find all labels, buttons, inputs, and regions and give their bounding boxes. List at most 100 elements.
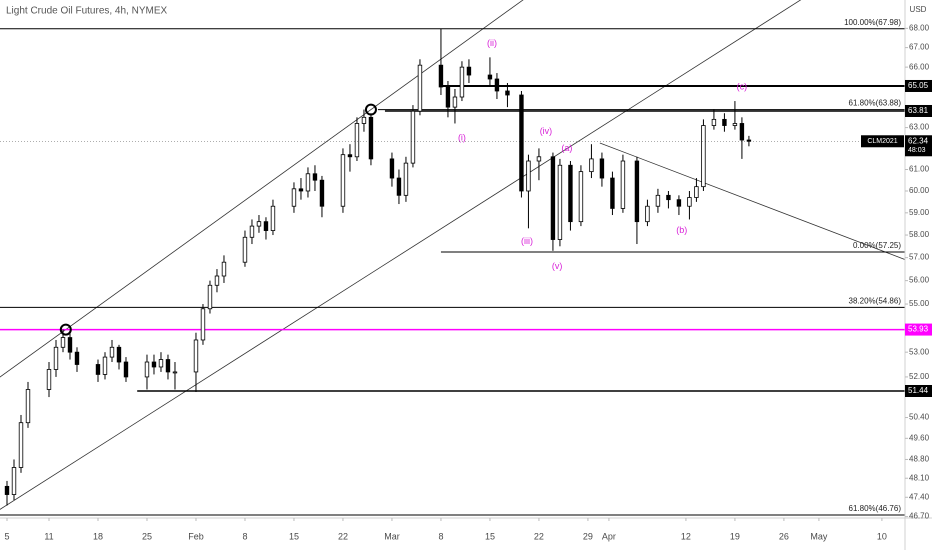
last-price-tag xyxy=(905,135,932,157)
x-tick-label: 15 xyxy=(485,531,495,541)
candle-body xyxy=(102,356,108,375)
price-tag xyxy=(905,384,932,397)
y-tick-label: 48.10 xyxy=(909,473,930,482)
candle-body xyxy=(666,194,671,201)
countdown-label: 48:03 xyxy=(908,147,926,154)
y-tick-label: 56.00 xyxy=(909,276,930,285)
candle-body xyxy=(494,78,500,92)
candle-body xyxy=(109,346,115,358)
candle-body xyxy=(417,64,423,112)
candle-body xyxy=(645,205,650,223)
candle-body xyxy=(655,194,661,207)
candle-body xyxy=(550,156,556,240)
candle-body xyxy=(95,364,101,375)
candle-body xyxy=(526,160,531,192)
candle-body xyxy=(200,308,206,341)
trendline xyxy=(599,142,905,260)
trendline xyxy=(0,0,524,378)
y-tick-label: 48.80 xyxy=(909,455,930,464)
candle-body xyxy=(487,74,493,80)
candle-body xyxy=(144,361,150,378)
y-tick-label: 57.00 xyxy=(909,253,930,262)
candle-body xyxy=(459,66,465,98)
candle-body xyxy=(158,359,164,368)
candle-body xyxy=(298,188,304,192)
candle-body xyxy=(722,118,727,126)
y-tick-label: 61.00 xyxy=(909,165,930,174)
x-tick-label: 11 xyxy=(44,531,53,541)
candle-body xyxy=(746,139,752,142)
x-tick-label: 26 xyxy=(779,531,789,541)
price-tag xyxy=(905,104,932,117)
candle-body xyxy=(165,359,171,373)
wave-label: (iv) xyxy=(540,126,553,136)
candle-body xyxy=(354,123,360,158)
candle-body xyxy=(610,177,615,209)
candle-body xyxy=(347,154,353,158)
price-tag-label: 51.44 xyxy=(908,386,929,395)
y-tick-label: 55.00 xyxy=(909,299,930,308)
level-label: 38.20%(54.86) xyxy=(849,296,902,305)
candle-body xyxy=(4,485,10,495)
x-tick-label: 25 xyxy=(142,531,152,541)
candle-body xyxy=(11,467,17,495)
candle-body xyxy=(620,160,626,209)
wave-label: (v) xyxy=(552,261,563,271)
y-tick-label: 60.00 xyxy=(909,186,930,195)
candle-body xyxy=(340,154,346,207)
candle-body xyxy=(452,96,458,108)
x-tick-label: 10 xyxy=(877,531,887,541)
wave-label: (ii) xyxy=(487,38,497,48)
candle-body xyxy=(214,275,220,286)
level-label: 61.80%(46.76) xyxy=(849,504,902,513)
y-tick-label: 52.00 xyxy=(909,372,930,381)
y-tick-label: 63.00 xyxy=(909,123,930,132)
trendline xyxy=(0,0,802,510)
symbol-tag-label: CLM2021 xyxy=(867,138,897,145)
candle-body xyxy=(711,118,717,126)
candle-body xyxy=(368,116,374,160)
candle-body xyxy=(221,261,227,277)
y-tick-label: 46.70 xyxy=(909,512,930,521)
x-tick-label: 22 xyxy=(534,531,544,541)
y-tick-label: 66.00 xyxy=(909,62,930,71)
x-tick-label: Feb xyxy=(188,531,204,541)
x-tick-label: 29 xyxy=(583,531,593,541)
candle-body xyxy=(694,186,699,198)
candle-body xyxy=(676,199,682,207)
candle-body xyxy=(18,422,24,468)
y-tick-label: 50.40 xyxy=(909,413,930,422)
candle-body xyxy=(568,164,573,223)
chart-title: Light Crude Oil Futures, 4h, NYMEX xyxy=(6,6,168,17)
candle-body xyxy=(396,177,402,196)
candle-body xyxy=(634,160,640,223)
y-tick-label: 47.40 xyxy=(909,492,930,501)
x-tick-label: Mar xyxy=(384,531,400,541)
x-tick-label: Apr xyxy=(602,531,616,541)
candle-body xyxy=(438,64,444,88)
pivot-circle xyxy=(364,103,377,116)
x-tick-label: 8 xyxy=(242,531,247,541)
currency-label: USD xyxy=(910,5,927,14)
axes: 68.00 67.00 66.00 63.00 61.00 60.00 59.00 58.00… xyxy=(4,23,932,541)
candle-body xyxy=(151,361,157,368)
wave-label: (b) xyxy=(676,225,687,235)
x-tick-label: May xyxy=(810,531,828,541)
wave-label: (c) xyxy=(737,81,748,91)
candle-body xyxy=(263,221,269,231)
candle-body xyxy=(557,164,563,240)
candle-body xyxy=(578,171,584,223)
price-tag-label: 53.93 xyxy=(908,325,929,334)
candle-body xyxy=(270,205,276,231)
candle-body xyxy=(46,369,52,390)
candle-body xyxy=(116,346,122,363)
wave-label: (i) xyxy=(458,132,466,142)
y-tick-label: 58.00 xyxy=(909,230,930,239)
pivot-circle xyxy=(59,323,72,336)
x-tick-label: 5 xyxy=(4,531,9,541)
y-tick-label: 49.60 xyxy=(909,433,930,442)
candle-body xyxy=(242,236,248,263)
x-tick-label: 19 xyxy=(730,531,740,541)
price-tag xyxy=(905,323,932,336)
